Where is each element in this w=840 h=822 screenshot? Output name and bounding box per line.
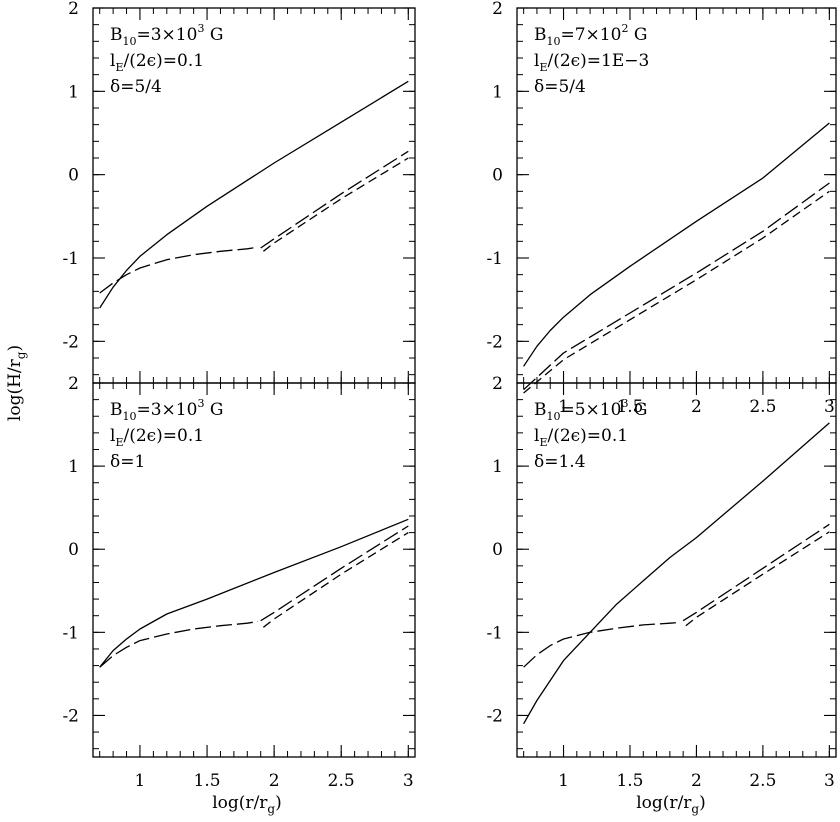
series-line-short-dash	[263, 157, 409, 252]
panel-annotation: B10=3×103 G	[110, 397, 223, 423]
x-axis-title-main: log(r/r	[636, 793, 692, 813]
panel-annotation: δ=1	[110, 452, 145, 472]
x-tick-label: 1.5	[616, 397, 643, 417]
y-tick-label: 0	[68, 540, 79, 560]
x-tick-label: 2	[691, 771, 702, 791]
y-tick-label: 2	[492, 0, 503, 19]
x-tick-label: 3	[403, 771, 414, 791]
x-axis-title-main: log(r/r	[212, 793, 268, 813]
series-line-short-dash	[523, 190, 830, 394]
y-axis-title: log(H/rg)	[5, 345, 28, 421]
x-tick-label: 1.5	[616, 771, 643, 791]
x-tick-label: 2	[269, 771, 280, 791]
y-tick-label: 1	[492, 457, 503, 477]
panel-annotation: lE/(2ϵ)=0.1	[534, 426, 628, 449]
series-line-long-dash	[523, 182, 830, 391]
x-tick-label: 1	[558, 771, 569, 791]
y-tick-label: 2	[68, 374, 79, 394]
series-line-long-dash	[99, 246, 259, 294]
x-tick-label: 2.5	[328, 771, 355, 791]
panel-bottom-left: -2 -1 0 1 2 1 1.5 2 2.5 3 B10=3×103 G lE/(2ϵ)=0.1 δ=…	[62, 374, 416, 791]
series-line-solid	[99, 80, 409, 309]
x-tick-label: 2	[691, 397, 702, 417]
panel-annotation: δ=5/4	[534, 77, 586, 97]
series-line-short-dash	[685, 531, 830, 627]
y-tick-label: -2	[62, 706, 79, 726]
x-tick-label: 1	[135, 771, 146, 791]
y-tick-label: -2	[486, 332, 503, 352]
y-tick-label: -2	[62, 332, 79, 352]
series-line-solid	[523, 422, 830, 725]
x-tick-label: 3	[824, 771, 835, 791]
y-tick-label: -2	[486, 706, 503, 726]
panel-annotation: lE/(2ϵ)=1E−3	[534, 51, 649, 74]
panel-top-left: -2 -1 0 1 2 B10=3×103 G lE/(2ϵ)=0.1 δ=5/4	[62, 0, 416, 384]
panel-bottom-right: -2 -1 0 1 2 1 1.5 2 2.5 3 B10=5×103 G lE/(2ϵ)=0.1 δ=…	[486, 374, 837, 791]
series-line-short-dash	[263, 532, 409, 628]
y-axis-title-main: log(H/r	[5, 358, 25, 421]
x-axis-title-close: )	[699, 793, 706, 813]
y-tick-label: 1	[68, 457, 79, 477]
series-line-long-dash	[523, 621, 681, 668]
y-axis-title-close: )	[5, 345, 25, 352]
panel-top-right: -2 -1 0 1 2 1 1.5 2 2.5 3 B10=7×102 G lE/(2ϵ)=1E−3 δ…	[486, 0, 837, 417]
x-tick-label: 1	[558, 397, 569, 417]
series-line-solid	[99, 518, 409, 668]
panel-annotation: δ=1.4	[534, 452, 586, 472]
series-line-long-dash	[260, 150, 409, 249]
panel-annotation: B10=5×103 G	[534, 397, 647, 423]
y-tick-label: -1	[62, 623, 79, 643]
x-axis-title-close: )	[275, 793, 282, 813]
x-tick-label: 2.5	[749, 397, 776, 417]
panel-annotation: lE/(2ϵ)=0.1	[110, 51, 204, 74]
panel-annotation: B10=3×103 G	[110, 22, 223, 48]
y-tick-label: 2	[68, 0, 79, 19]
series-line-long-dash	[260, 525, 409, 622]
y-tick-label: -1	[486, 249, 503, 269]
x-axis-title-sub: g	[691, 802, 699, 816]
plot-frame	[92, 382, 416, 758]
series-line-long-dash	[682, 523, 830, 622]
y-tick-label: 1	[492, 82, 503, 102]
y-tick-label: -1	[62, 249, 79, 269]
series-line-solid	[523, 122, 830, 367]
x-axis-title-right: log(r/rg)	[636, 793, 706, 816]
y-tick-label: 0	[492, 540, 503, 560]
y-tick-label: 1	[68, 82, 79, 102]
y-axis-title-sub: g	[14, 351, 28, 359]
y-tick-label: 0	[68, 166, 79, 186]
panel-annotation: lE/(2ϵ)=0.1	[110, 426, 204, 449]
series-line-long-dash	[99, 620, 259, 668]
plot-frame	[516, 382, 837, 758]
y-tick-label: 2	[492, 374, 503, 394]
x-axis-title-sub: g	[267, 802, 275, 816]
x-axis-title-left: log(r/rg)	[212, 793, 282, 816]
x-tick-label: 2.5	[749, 771, 776, 791]
x-tick-label: 1.5	[194, 771, 221, 791]
panel-annotation: δ=5/4	[110, 77, 162, 97]
y-tick-label: 0	[492, 166, 503, 186]
x-tick-label: 3	[824, 397, 835, 417]
panel-annotation: B10=7×102 G	[534, 22, 647, 48]
y-tick-label: -1	[486, 623, 503, 643]
